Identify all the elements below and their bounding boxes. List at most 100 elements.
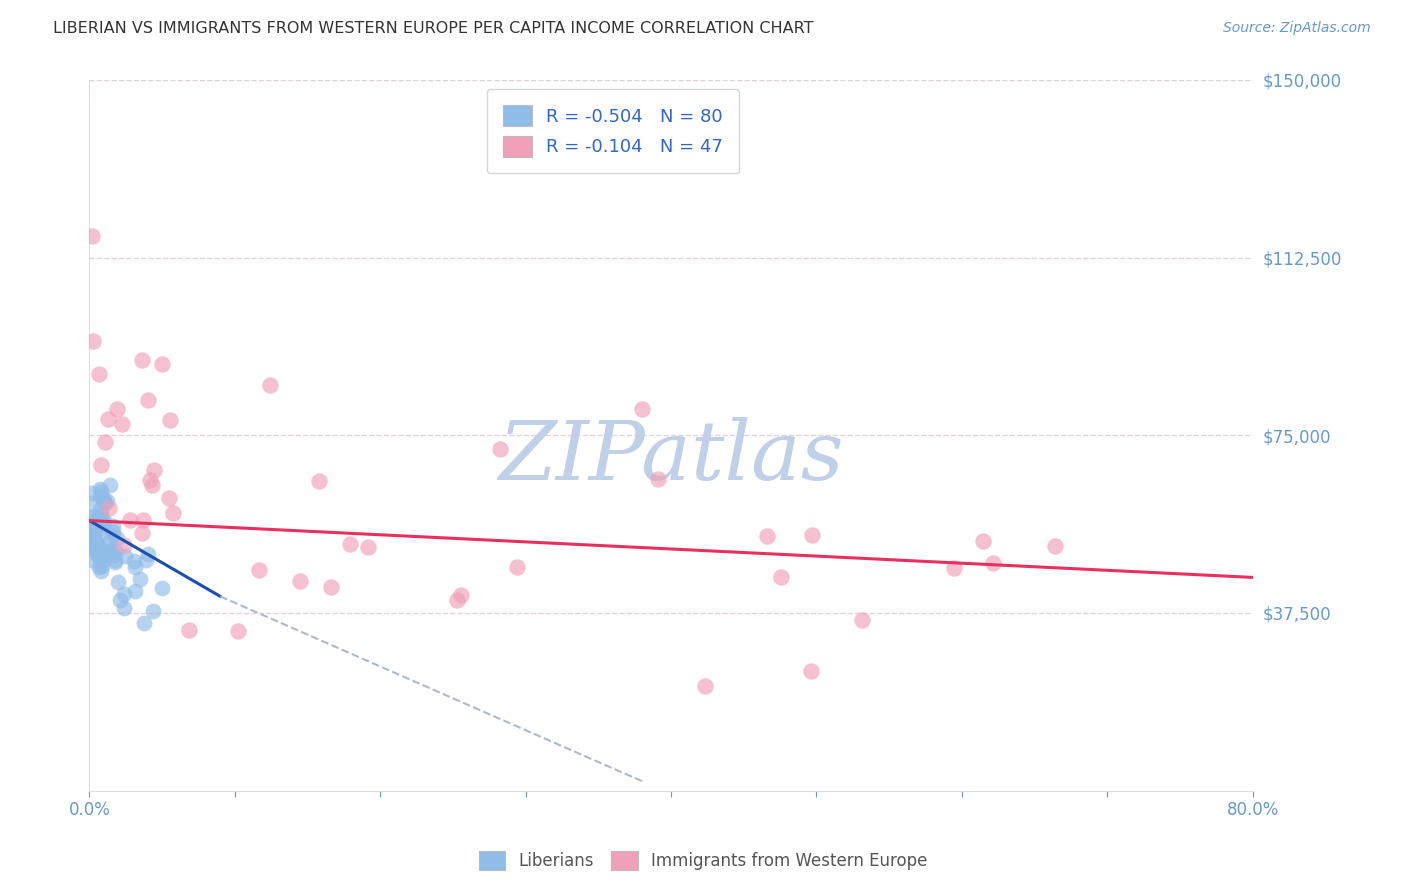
Point bbox=[489, 442, 512, 457]
Point bbox=[110, 417, 132, 431]
Point bbox=[139, 473, 162, 487]
Point bbox=[118, 513, 141, 527]
Point bbox=[357, 540, 380, 554]
Point bbox=[114, 549, 136, 563]
Point bbox=[249, 563, 271, 577]
Point bbox=[108, 592, 131, 607]
Point bbox=[82, 553, 104, 567]
Point bbox=[104, 553, 127, 567]
Point bbox=[98, 478, 121, 492]
Point bbox=[91, 542, 114, 557]
Point bbox=[89, 559, 111, 574]
Point bbox=[87, 549, 110, 563]
Point bbox=[86, 543, 108, 558]
Point bbox=[800, 665, 823, 679]
Point bbox=[90, 483, 112, 498]
Point bbox=[91, 559, 114, 574]
Point bbox=[162, 506, 184, 520]
Point bbox=[105, 531, 128, 545]
Point bbox=[143, 463, 166, 477]
Text: ZIPatlas: ZIPatlas bbox=[498, 417, 844, 497]
Point bbox=[135, 552, 157, 566]
Point bbox=[87, 367, 110, 381]
Point bbox=[122, 554, 145, 568]
Point bbox=[136, 547, 159, 561]
Point bbox=[755, 529, 778, 543]
Point bbox=[90, 516, 112, 530]
Point bbox=[972, 533, 994, 548]
Point bbox=[107, 575, 129, 590]
Point bbox=[101, 519, 124, 533]
Point bbox=[80, 522, 103, 536]
Point bbox=[86, 534, 108, 549]
Point bbox=[82, 229, 104, 244]
Point bbox=[104, 556, 127, 570]
Text: LIBERIAN VS IMMIGRANTS FROM WESTERN EUROPE PER CAPITA INCOME CORRELATION CHART: LIBERIAN VS IMMIGRANTS FROM WESTERN EURO… bbox=[53, 21, 814, 37]
Point bbox=[93, 494, 115, 508]
Point bbox=[90, 520, 112, 534]
Point bbox=[226, 624, 249, 639]
Point bbox=[132, 513, 155, 527]
Point bbox=[80, 527, 103, 541]
Point bbox=[82, 521, 104, 535]
Point bbox=[97, 412, 120, 426]
Point bbox=[86, 540, 108, 554]
Legend: Liberians, Immigrants from Western Europe: Liberians, Immigrants from Western Europ… bbox=[472, 844, 934, 877]
Point bbox=[112, 601, 135, 615]
Point bbox=[505, 560, 527, 574]
Point bbox=[112, 539, 135, 553]
Point bbox=[100, 531, 122, 545]
Point bbox=[290, 574, 312, 589]
Point bbox=[134, 616, 156, 631]
Point bbox=[93, 518, 115, 533]
Point bbox=[86, 538, 108, 552]
Point bbox=[90, 544, 112, 558]
Point bbox=[89, 483, 111, 497]
Point bbox=[124, 560, 146, 574]
Point bbox=[103, 548, 125, 562]
Point bbox=[80, 511, 103, 525]
Point bbox=[647, 472, 669, 486]
Point bbox=[96, 547, 118, 561]
Point bbox=[131, 526, 153, 541]
Point bbox=[136, 393, 159, 408]
Point bbox=[83, 508, 105, 523]
Point bbox=[259, 378, 281, 392]
Point bbox=[800, 528, 823, 542]
Point bbox=[142, 604, 165, 618]
Point bbox=[141, 478, 163, 492]
Point bbox=[90, 458, 112, 472]
Point bbox=[80, 516, 103, 531]
Point bbox=[97, 546, 120, 560]
Point bbox=[84, 520, 107, 534]
Point bbox=[177, 623, 200, 637]
Point bbox=[84, 515, 107, 529]
Point bbox=[90, 564, 112, 578]
Point bbox=[80, 496, 103, 510]
Point bbox=[159, 413, 181, 427]
Point bbox=[84, 546, 107, 560]
Point bbox=[83, 527, 105, 541]
Point bbox=[83, 517, 105, 532]
Point bbox=[83, 531, 105, 545]
Point bbox=[80, 535, 103, 549]
Point bbox=[450, 588, 472, 602]
Point bbox=[93, 553, 115, 567]
Point bbox=[100, 543, 122, 558]
Point bbox=[308, 474, 330, 488]
Point bbox=[693, 679, 716, 693]
Point bbox=[339, 536, 361, 550]
Point bbox=[82, 334, 104, 348]
Point bbox=[91, 511, 114, 525]
Point bbox=[319, 580, 342, 594]
Point bbox=[87, 509, 110, 524]
Point bbox=[104, 543, 127, 558]
Point bbox=[93, 515, 115, 529]
Point bbox=[150, 357, 173, 371]
Point bbox=[150, 582, 173, 596]
Point bbox=[89, 544, 111, 558]
Point bbox=[124, 583, 146, 598]
Point bbox=[157, 491, 180, 505]
Point bbox=[87, 516, 110, 530]
Point bbox=[80, 523, 103, 537]
